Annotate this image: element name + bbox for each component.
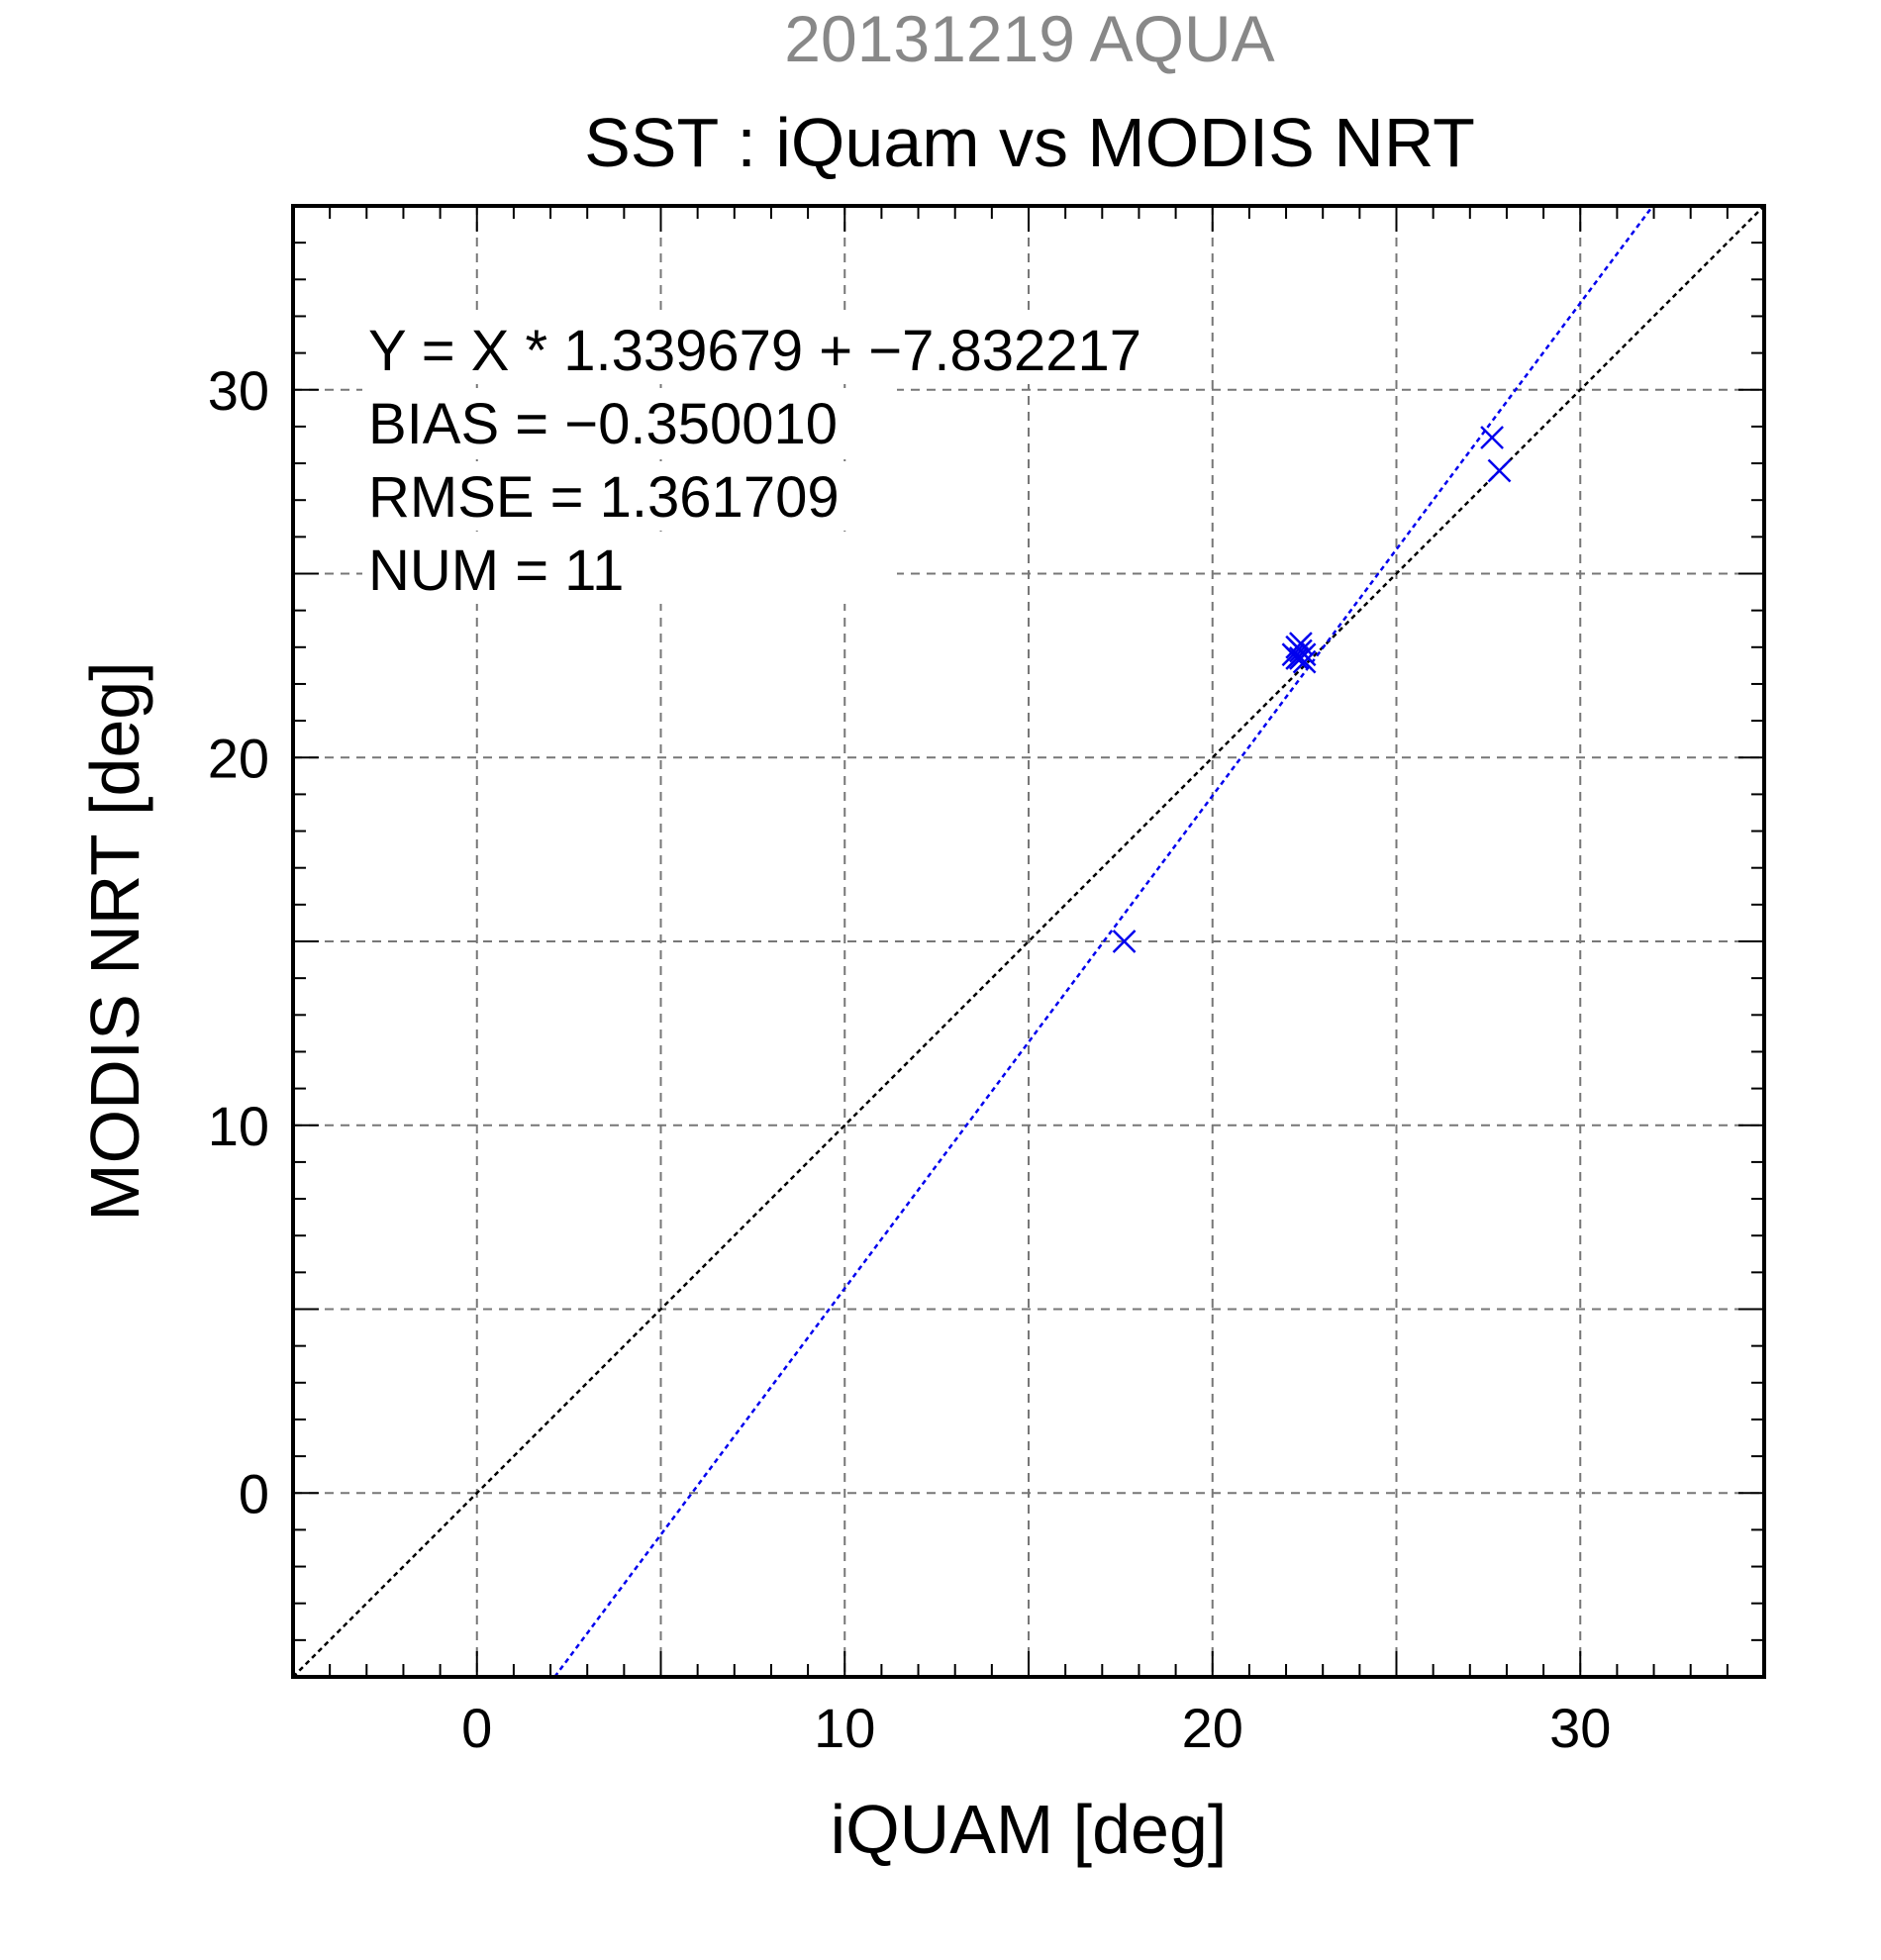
- lines: [292, 205, 1765, 1678]
- data-point-stroke: [1292, 642, 1317, 667]
- regression-fit-line: [553, 205, 1654, 1678]
- y-tick-label: 20: [208, 727, 269, 789]
- x-tick-label: 30: [1549, 1697, 1611, 1759]
- data-point-stroke: [1487, 458, 1512, 483]
- y-tick-label: 0: [239, 1462, 269, 1524]
- annotation-line: RMSE = 1.361709: [368, 465, 840, 530]
- major-ticks: [293, 206, 1764, 1677]
- x-axis-label: iQUAM [deg]: [831, 1791, 1228, 1868]
- annotation-line: NUM = 11: [368, 539, 624, 603]
- x-tick-label: 0: [461, 1697, 492, 1759]
- chart-title: SST : iQuam vs MODIS NRT: [584, 104, 1475, 181]
- data-point: [1487, 458, 1512, 483]
- annotation-line: Y = X * 1.339679 + −7.832217: [368, 319, 1141, 383]
- data-points: [1112, 426, 1512, 953]
- chart-supertitle: 20131219 AQUA: [784, 2, 1274, 75]
- data-point: [1480, 426, 1504, 449]
- grid: [293, 206, 1764, 1677]
- annotation-background: [362, 315, 1210, 384]
- data-point-stroke: [1292, 649, 1317, 674]
- stats-annotation: Y = X * 1.339679 + −7.832217 BIAS = −0.35…: [362, 315, 1210, 604]
- minor-ticks: [293, 206, 1764, 1677]
- annotation-line: BIAS = −0.350010: [368, 392, 838, 456]
- annotation-background: [362, 535, 897, 604]
- data-point-stroke: [1285, 646, 1310, 670]
- y-tick-label: 10: [208, 1095, 269, 1157]
- tick-labels: 0 10 20 30 0 10 20 30: [208, 359, 1612, 1759]
- data-point-stroke: [1480, 426, 1504, 449]
- data-point-stroke: [1112, 930, 1137, 953]
- data-point: [1285, 646, 1310, 670]
- x-tick-label: 10: [814, 1697, 875, 1759]
- plot-frame: [291, 204, 1766, 1679]
- data-point: [1112, 930, 1137, 953]
- annotation-background: [362, 461, 897, 531]
- data-point: [1292, 649, 1317, 674]
- annotation-background: [362, 388, 897, 457]
- y-tick-label: 30: [208, 359, 269, 422]
- y-axis-label: MODIS NRT [deg]: [76, 661, 153, 1221]
- data-point: [1292, 642, 1317, 667]
- x-tick-label: 20: [1182, 1697, 1243, 1759]
- data-point-stroke: [1289, 632, 1313, 655]
